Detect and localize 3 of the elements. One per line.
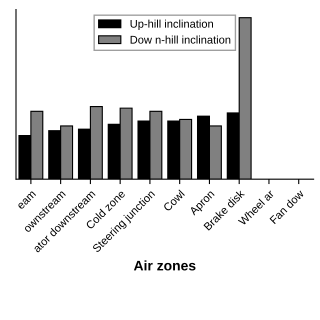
legend-label: Dow n-hill inclination	[130, 36, 230, 44]
x-axis-title: Air zones	[134, 260, 196, 271]
legend-label: Up-hill inclination	[130, 20, 213, 30]
